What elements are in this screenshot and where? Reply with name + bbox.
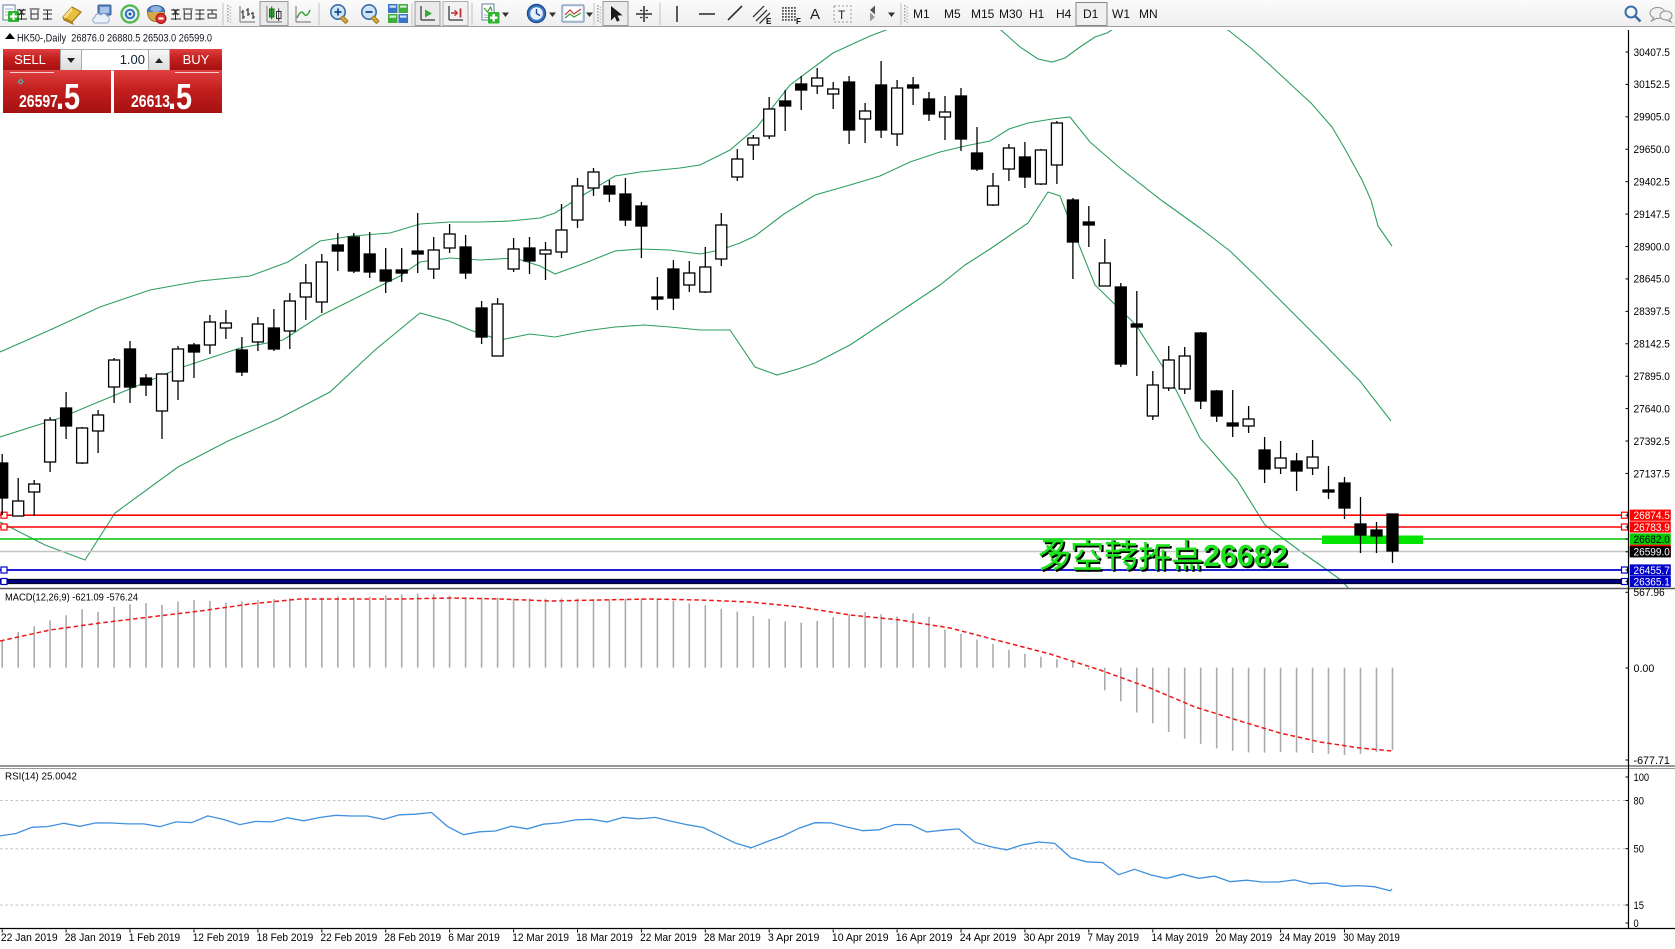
svg-text:24 May 2019: 24 May 2019 bbox=[1279, 932, 1336, 944]
svg-text:28 Feb 2019: 28 Feb 2019 bbox=[384, 932, 441, 944]
svg-text:20 May 2019: 20 May 2019 bbox=[1215, 932, 1272, 944]
svg-text:F: F bbox=[796, 17, 801, 26]
svg-text:28397.5: 28397.5 bbox=[1634, 306, 1670, 318]
svg-text:28 Mar 2019: 28 Mar 2019 bbox=[704, 932, 761, 944]
svg-text:W1: W1 bbox=[1112, 7, 1130, 21]
svg-text:27640.0: 27640.0 bbox=[1634, 403, 1670, 415]
svg-text:22 Mar 2019: 22 Mar 2019 bbox=[640, 932, 697, 944]
svg-text:12 Feb 2019: 12 Feb 2019 bbox=[193, 932, 250, 944]
svg-text:30407.5: 30407.5 bbox=[1634, 47, 1670, 59]
svg-text:18 Feb 2019: 18 Feb 2019 bbox=[257, 932, 314, 944]
svg-text:MACD(12,26,9) -621.09 -576.24: MACD(12,26,9) -621.09 -576.24 bbox=[5, 592, 138, 604]
svg-text:567.96: 567.96 bbox=[1634, 587, 1665, 599]
svg-text:14 May 2019: 14 May 2019 bbox=[1152, 932, 1209, 944]
svg-text:6 Mar 2019: 6 Mar 2019 bbox=[448, 932, 500, 944]
svg-text:1 Feb 2019: 1 Feb 2019 bbox=[129, 932, 181, 944]
svg-text:27137.5: 27137.5 bbox=[1634, 468, 1670, 480]
svg-text:18 Mar 2019: 18 Mar 2019 bbox=[576, 932, 633, 944]
svg-text:27392.5: 27392.5 bbox=[1634, 436, 1670, 448]
svg-text:28645.0: 28645.0 bbox=[1634, 274, 1670, 286]
svg-text:M5: M5 bbox=[944, 7, 961, 21]
svg-text:28900.0: 28900.0 bbox=[1634, 241, 1670, 253]
svg-text:26599.0: 26599.0 bbox=[1634, 547, 1670, 559]
svg-text:30152.5: 30152.5 bbox=[1634, 79, 1670, 91]
svg-text:H1: H1 bbox=[1029, 7, 1045, 21]
svg-text:A: A bbox=[810, 6, 820, 23]
svg-text:16 Apr 2019: 16 Apr 2019 bbox=[896, 932, 953, 944]
svg-text:MN: MN bbox=[1139, 7, 1158, 21]
svg-text:30 May 2019: 30 May 2019 bbox=[1343, 932, 1400, 944]
svg-text:26682: 26682 bbox=[1203, 539, 1288, 573]
svg-text:80: 80 bbox=[1634, 795, 1644, 807]
svg-text:29905.0: 29905.0 bbox=[1634, 112, 1670, 124]
svg-text:29650.0: 29650.0 bbox=[1634, 144, 1670, 156]
svg-text:24 Apr 2019: 24 Apr 2019 bbox=[960, 932, 1017, 944]
svg-text:T: T bbox=[838, 8, 846, 22]
svg-text:10 Apr 2019: 10 Apr 2019 bbox=[832, 932, 889, 944]
svg-text:H4: H4 bbox=[1056, 7, 1072, 21]
svg-text:D1: D1 bbox=[1083, 7, 1099, 21]
svg-text:RSI(14) 25.0042: RSI(14) 25.0042 bbox=[5, 771, 77, 783]
svg-text:M30: M30 bbox=[999, 7, 1023, 21]
svg-text:22 Jan 2019: 22 Jan 2019 bbox=[1, 932, 58, 944]
svg-text:22 Feb 2019: 22 Feb 2019 bbox=[321, 932, 378, 944]
svg-text:M15: M15 bbox=[971, 7, 995, 21]
svg-text:E: E bbox=[766, 17, 772, 26]
svg-text:28142.5: 28142.5 bbox=[1634, 339, 1670, 351]
svg-text:26365.1: 26365.1 bbox=[1634, 576, 1670, 588]
svg-text:100: 100 bbox=[1634, 772, 1650, 784]
svg-text:HK50-,Daily 26876.0 26880.5 2: HK50-,Daily 26876.0 26880.5 26503.0 2659… bbox=[17, 33, 212, 45]
svg-text:29402.5: 29402.5 bbox=[1634, 176, 1670, 188]
svg-text:26874.5: 26874.5 bbox=[1634, 510, 1670, 522]
svg-text:26455.7: 26455.7 bbox=[1634, 565, 1670, 577]
svg-text:3 Apr 2019: 3 Apr 2019 bbox=[768, 932, 820, 944]
svg-text:50: 50 bbox=[1634, 844, 1644, 856]
svg-text:15: 15 bbox=[1634, 900, 1644, 912]
svg-text:26783.9: 26783.9 bbox=[1634, 522, 1670, 534]
svg-text:26682: 26682 bbox=[1205, 541, 1290, 575]
svg-text:M1: M1 bbox=[913, 7, 930, 21]
svg-text:30 Apr 2019: 30 Apr 2019 bbox=[1024, 932, 1081, 944]
svg-text:0.00: 0.00 bbox=[1634, 663, 1655, 675]
svg-text:7 May 2019: 7 May 2019 bbox=[1088, 932, 1140, 944]
svg-text:0: 0 bbox=[1634, 918, 1639, 930]
svg-text:28 Jan 2019: 28 Jan 2019 bbox=[65, 932, 122, 944]
svg-text:-677.71: -677.71 bbox=[1634, 755, 1670, 767]
svg-text:26682.0: 26682.0 bbox=[1634, 534, 1670, 546]
svg-text:29147.5: 29147.5 bbox=[1634, 209, 1670, 221]
svg-text:27895.0: 27895.0 bbox=[1634, 371, 1670, 383]
svg-text:12 Mar 2019: 12 Mar 2019 bbox=[512, 932, 569, 944]
